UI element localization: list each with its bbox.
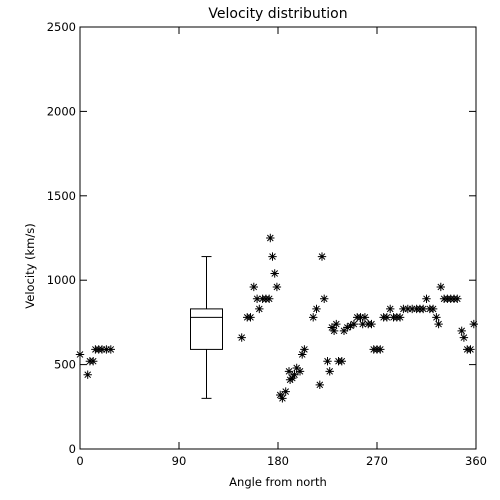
data-point: [252, 294, 262, 303]
data-points: [75, 233, 478, 403]
data-point: [290, 370, 299, 379]
data-point: [276, 390, 285, 400]
data-point: [315, 380, 324, 390]
y-tick-label: 1500: [47, 189, 76, 203]
data-point: [339, 326, 349, 336]
data-point: [408, 304, 417, 314]
data-point: [459, 333, 469, 342]
data-point: [255, 304, 264, 314]
data-point: [298, 350, 307, 359]
y-tick-label: 500: [54, 358, 76, 372]
data-point: [349, 319, 359, 329]
data-point: [249, 282, 258, 292]
axis-tick-labels: 0 90 180 270 360 0 500 1000 1500 2000 2500: [47, 20, 487, 468]
data-point: [106, 345, 115, 354]
data-point: [295, 367, 305, 376]
x-tick-label: 360: [465, 454, 487, 468]
y-tick-label: 0: [69, 442, 76, 456]
data-point: [360, 313, 370, 322]
data-point: [325, 367, 334, 376]
data-point: [434, 319, 443, 329]
data-point: [332, 319, 341, 329]
x-axis-label: Angle from north: [229, 475, 327, 489]
x-tick-label: 180: [267, 454, 289, 468]
data-point: [317, 252, 327, 261]
data-point: [83, 370, 92, 379]
data-point: [367, 319, 376, 329]
data-point: [89, 357, 98, 366]
data-point: [323, 357, 332, 366]
x-tick-label: 0: [76, 454, 83, 468]
data-point: [358, 319, 367, 329]
data-point: [309, 313, 318, 322]
data-point: [403, 304, 412, 314]
data-point: [272, 282, 282, 292]
data-point: [432, 313, 441, 322]
data-point: [288, 373, 297, 383]
data-point: [320, 294, 329, 303]
y-tick-label: 2000: [47, 104, 76, 118]
data-point: [246, 313, 255, 322]
data-point: [337, 357, 346, 366]
data-point: [312, 304, 321, 314]
data-point: [329, 326, 339, 336]
data-point: [343, 323, 352, 332]
data-point: [278, 394, 287, 403]
data-point: [376, 345, 385, 354]
data-point: [382, 313, 392, 322]
chart-title: Velocity distribution: [208, 6, 347, 22]
data-point: [327, 323, 337, 332]
data-point: [75, 350, 85, 359]
boxplot-box: [190, 308, 223, 350]
data-point: [457, 326, 466, 336]
data-point: [97, 345, 107, 354]
data-point: [395, 313, 405, 322]
data-point: [292, 363, 301, 373]
x-tick-label: 270: [366, 454, 388, 468]
data-point: [284, 367, 294, 376]
plot-frame: [79, 26, 477, 450]
data-point: [266, 233, 275, 243]
data-point: [428, 304, 438, 314]
data-point: [386, 304, 395, 314]
data-point: [237, 333, 246, 342]
data-point: [268, 252, 277, 261]
y-tick-label: 2500: [47, 20, 76, 34]
data-point: [356, 313, 365, 322]
data-point: [281, 387, 290, 396]
data-point: [422, 294, 431, 303]
y-tick-label: 1000: [47, 273, 76, 287]
x-tick-label: 90: [172, 454, 187, 468]
data-point: [466, 345, 475, 354]
data-point: [346, 321, 355, 330]
data-point: [270, 269, 279, 278]
data-point: [399, 304, 408, 314]
data-point: [419, 304, 428, 314]
data-point: [453, 294, 462, 303]
data-point: [436, 282, 445, 292]
data-point: [469, 319, 478, 329]
data-point: [102, 345, 111, 354]
data-point: [265, 294, 274, 303]
axis-ticks: [79, 26, 477, 450]
y-axis-label: Velocity (km/s): [23, 223, 37, 308]
data-point: [300, 345, 309, 354]
boxplot: [190, 256, 223, 399]
